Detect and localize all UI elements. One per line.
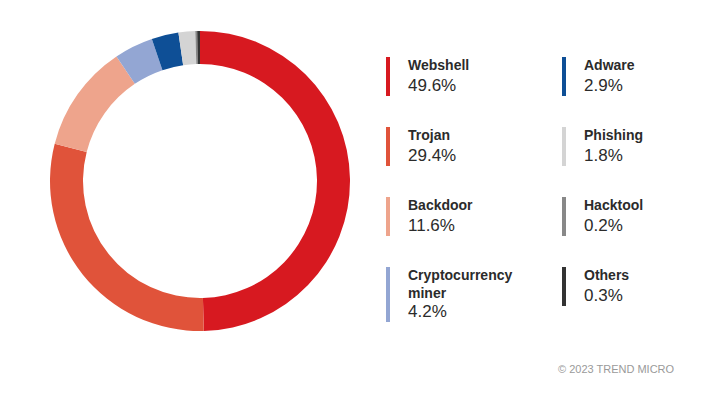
svg-text:Webshell: Webshell xyxy=(408,57,469,73)
svg-text:4.2%: 4.2% xyxy=(408,302,447,321)
svg-text:29.4%: 29.4% xyxy=(408,146,456,165)
svg-text:Adware: Adware xyxy=(584,57,635,73)
svg-text:Others: Others xyxy=(584,267,629,283)
svg-text:Hacktool: Hacktool xyxy=(584,197,643,213)
svg-text:Trojan: Trojan xyxy=(408,127,450,143)
svg-text:Backdoor: Backdoor xyxy=(408,197,473,213)
svg-text:0.3%: 0.3% xyxy=(584,286,623,305)
svg-text:49.6%: 49.6% xyxy=(408,76,456,95)
svg-text:11.6%: 11.6% xyxy=(408,216,455,235)
svg-text:Cryptocurrencyminer: Cryptocurrencyminer xyxy=(408,267,512,301)
svg-text:0.2%: 0.2% xyxy=(584,216,623,235)
svg-text:1.8%: 1.8% xyxy=(584,146,623,165)
svg-text:2.9%: 2.9% xyxy=(584,76,623,95)
svg-text:© 2023 TREND MICRO: © 2023 TREND MICRO xyxy=(558,363,675,375)
svg-text:Phishing: Phishing xyxy=(584,127,643,143)
